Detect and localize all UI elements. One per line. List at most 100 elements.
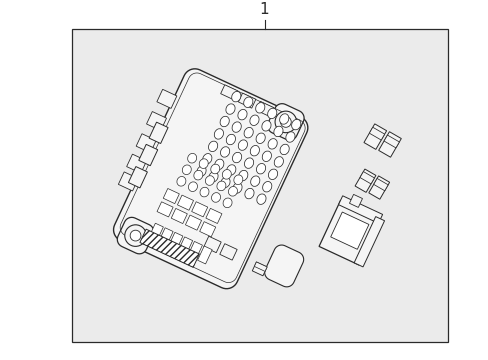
- Polygon shape: [256, 102, 273, 116]
- Polygon shape: [199, 222, 215, 237]
- Ellipse shape: [256, 194, 265, 204]
- Polygon shape: [205, 208, 222, 224]
- Polygon shape: [118, 172, 138, 191]
- Polygon shape: [267, 104, 304, 140]
- Ellipse shape: [197, 166, 205, 176]
- Polygon shape: [140, 229, 199, 267]
- Polygon shape: [177, 195, 193, 210]
- Ellipse shape: [226, 165, 235, 175]
- Ellipse shape: [244, 127, 253, 138]
- Polygon shape: [354, 169, 375, 192]
- Polygon shape: [349, 194, 362, 207]
- Polygon shape: [378, 132, 401, 157]
- Ellipse shape: [262, 151, 271, 162]
- Polygon shape: [187, 242, 202, 259]
- Polygon shape: [185, 215, 201, 230]
- Polygon shape: [353, 217, 384, 267]
- Polygon shape: [117, 217, 154, 254]
- Ellipse shape: [214, 159, 224, 170]
- Polygon shape: [383, 135, 399, 148]
- Ellipse shape: [261, 121, 270, 131]
- Ellipse shape: [280, 144, 288, 155]
- Ellipse shape: [210, 164, 219, 174]
- Polygon shape: [359, 172, 374, 184]
- Ellipse shape: [208, 172, 218, 182]
- Ellipse shape: [267, 139, 277, 149]
- Circle shape: [275, 111, 296, 133]
- Polygon shape: [113, 69, 307, 289]
- Polygon shape: [330, 212, 368, 249]
- Ellipse shape: [199, 159, 208, 168]
- Polygon shape: [158, 228, 173, 246]
- Ellipse shape: [223, 198, 232, 208]
- Ellipse shape: [267, 108, 276, 119]
- Polygon shape: [126, 154, 146, 173]
- Polygon shape: [238, 93, 255, 108]
- Polygon shape: [319, 200, 380, 265]
- Ellipse shape: [187, 153, 196, 163]
- Ellipse shape: [200, 187, 208, 197]
- Ellipse shape: [220, 116, 229, 127]
- Polygon shape: [157, 89, 177, 108]
- Ellipse shape: [233, 175, 243, 185]
- Polygon shape: [252, 262, 266, 276]
- Ellipse shape: [274, 157, 283, 167]
- Polygon shape: [191, 202, 207, 217]
- Ellipse shape: [285, 132, 294, 142]
- Circle shape: [124, 225, 146, 246]
- Ellipse shape: [268, 169, 277, 180]
- Polygon shape: [163, 189, 179, 204]
- Ellipse shape: [214, 129, 223, 139]
- Ellipse shape: [249, 115, 259, 126]
- Ellipse shape: [188, 182, 197, 192]
- Bar: [71, 29, 447, 342]
- Ellipse shape: [228, 186, 237, 196]
- Ellipse shape: [211, 193, 220, 202]
- Polygon shape: [219, 244, 237, 260]
- Ellipse shape: [208, 141, 217, 152]
- Polygon shape: [128, 167, 147, 188]
- Circle shape: [130, 230, 141, 241]
- Ellipse shape: [250, 145, 259, 156]
- Polygon shape: [139, 144, 158, 166]
- Polygon shape: [171, 208, 187, 224]
- Ellipse shape: [291, 120, 300, 130]
- Polygon shape: [264, 245, 303, 287]
- Polygon shape: [373, 179, 387, 191]
- Ellipse shape: [221, 177, 230, 188]
- Ellipse shape: [205, 176, 214, 185]
- Polygon shape: [178, 237, 192, 255]
- Ellipse shape: [243, 97, 252, 107]
- Ellipse shape: [238, 170, 247, 181]
- Ellipse shape: [225, 104, 235, 114]
- Ellipse shape: [232, 122, 241, 132]
- Polygon shape: [203, 236, 221, 253]
- Ellipse shape: [279, 114, 288, 124]
- Polygon shape: [197, 246, 212, 264]
- Ellipse shape: [250, 176, 259, 186]
- Ellipse shape: [237, 109, 246, 120]
- Ellipse shape: [232, 183, 242, 193]
- Polygon shape: [363, 124, 386, 149]
- Ellipse shape: [238, 140, 247, 150]
- Ellipse shape: [193, 170, 203, 180]
- Ellipse shape: [217, 181, 225, 191]
- Ellipse shape: [244, 188, 254, 199]
- Ellipse shape: [231, 91, 241, 102]
- Polygon shape: [368, 176, 389, 199]
- Ellipse shape: [222, 170, 231, 179]
- Polygon shape: [368, 127, 384, 140]
- Polygon shape: [220, 85, 238, 100]
- Ellipse shape: [226, 134, 235, 145]
- Polygon shape: [136, 134, 156, 153]
- Ellipse shape: [273, 126, 283, 137]
- Text: 1: 1: [259, 2, 269, 17]
- Ellipse shape: [177, 176, 185, 186]
- Ellipse shape: [203, 154, 211, 164]
- Ellipse shape: [262, 181, 271, 192]
- Polygon shape: [149, 122, 168, 144]
- Ellipse shape: [220, 147, 229, 157]
- Polygon shape: [146, 112, 166, 131]
- Ellipse shape: [182, 165, 191, 175]
- Polygon shape: [157, 202, 173, 217]
